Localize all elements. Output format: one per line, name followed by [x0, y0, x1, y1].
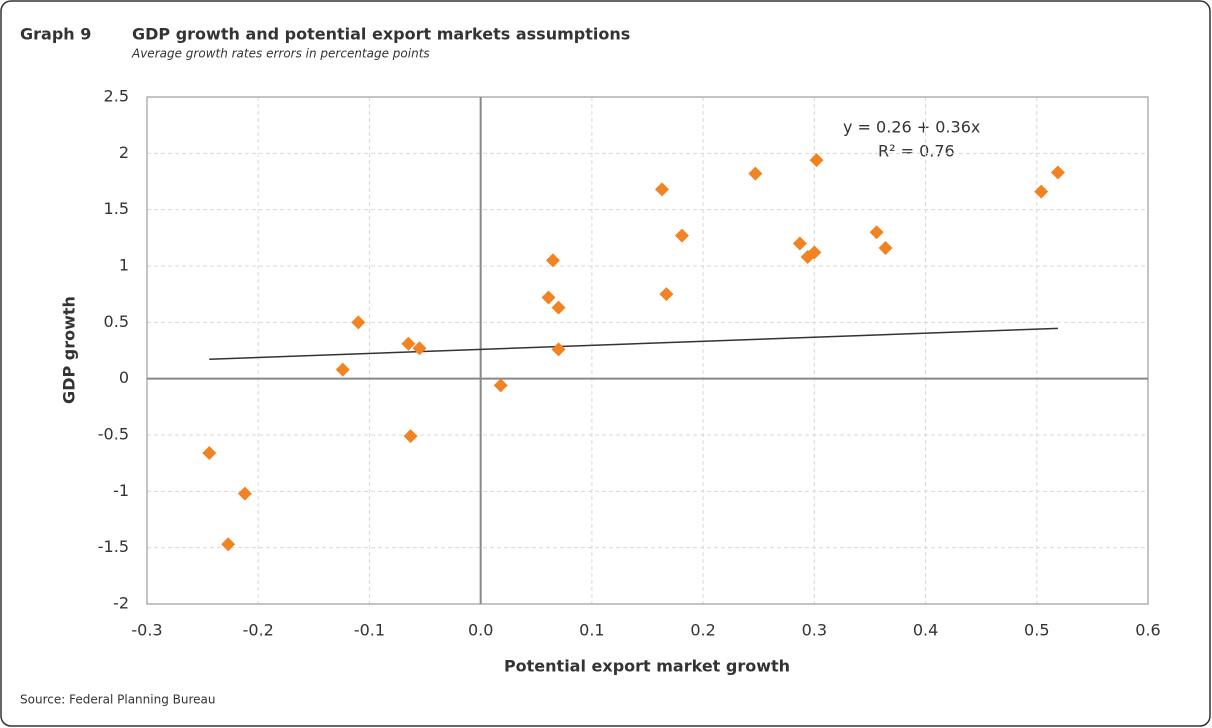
x-tick-label: 0.4 — [913, 621, 938, 640]
x-tick-label: 0.0 — [468, 621, 493, 640]
y-tick-label: 2 — [119, 143, 129, 162]
x-axis-label: Potential export market growth — [504, 657, 790, 676]
y-tick-label: 0 — [119, 368, 129, 387]
x-tick-label: -0.2 — [243, 621, 274, 640]
x-tick-label: 0.6 — [1135, 621, 1160, 640]
point — [551, 300, 566, 315]
point — [403, 429, 418, 444]
y-tick-label: -0.5 — [98, 425, 129, 444]
point — [878, 240, 893, 255]
chart-subtitle: Average growth rates errors in percentag… — [131, 47, 430, 61]
graph-label: Graph 9 — [20, 25, 91, 44]
x-tick-label: 0.2 — [690, 621, 715, 640]
point — [1050, 165, 1065, 180]
point — [809, 153, 824, 168]
trend-line — [209, 327, 1058, 361]
x-tick-label: 0.3 — [802, 621, 827, 640]
x-tick-label: -0.3 — [131, 621, 162, 640]
trend-equation: y = 0.26 + 0.36x — [843, 118, 980, 137]
x-tick-label: 0.1 — [579, 621, 604, 640]
y-tick-label: -1.5 — [98, 537, 129, 556]
y-tick-label: 2.5 — [104, 87, 129, 106]
chart-title: GDP growth and potential export markets … — [132, 25, 630, 44]
point — [748, 166, 763, 181]
point — [541, 290, 556, 305]
point — [807, 245, 822, 260]
point — [869, 225, 884, 240]
point — [401, 336, 416, 351]
point — [351, 315, 366, 330]
point — [674, 228, 689, 243]
point — [412, 341, 427, 356]
plot-border — [146, 96, 1149, 605]
point — [1034, 184, 1049, 199]
y-tick-label: 1 — [119, 256, 129, 275]
y-tick-label: 0.5 — [104, 312, 129, 331]
point — [237, 486, 252, 501]
point — [551, 342, 566, 357]
x-tick-label: -0.1 — [354, 621, 385, 640]
point — [335, 362, 350, 377]
y-tick-label: -2 — [113, 594, 129, 613]
point — [545, 253, 560, 268]
x-tick-label: 0.5 — [1024, 621, 1049, 640]
y-axis-label: GDP growth — [60, 296, 79, 404]
y-tick-label: -1 — [113, 481, 129, 500]
point — [221, 537, 236, 552]
trend-r2: R² = 0.76 — [878, 142, 955, 161]
y-tick-label: 1.5 — [104, 199, 129, 218]
point — [792, 236, 807, 251]
point — [202, 446, 217, 461]
point — [659, 287, 674, 302]
source: Source: Federal Planning Bureau — [20, 693, 216, 707]
point — [493, 378, 508, 393]
point — [654, 182, 669, 197]
